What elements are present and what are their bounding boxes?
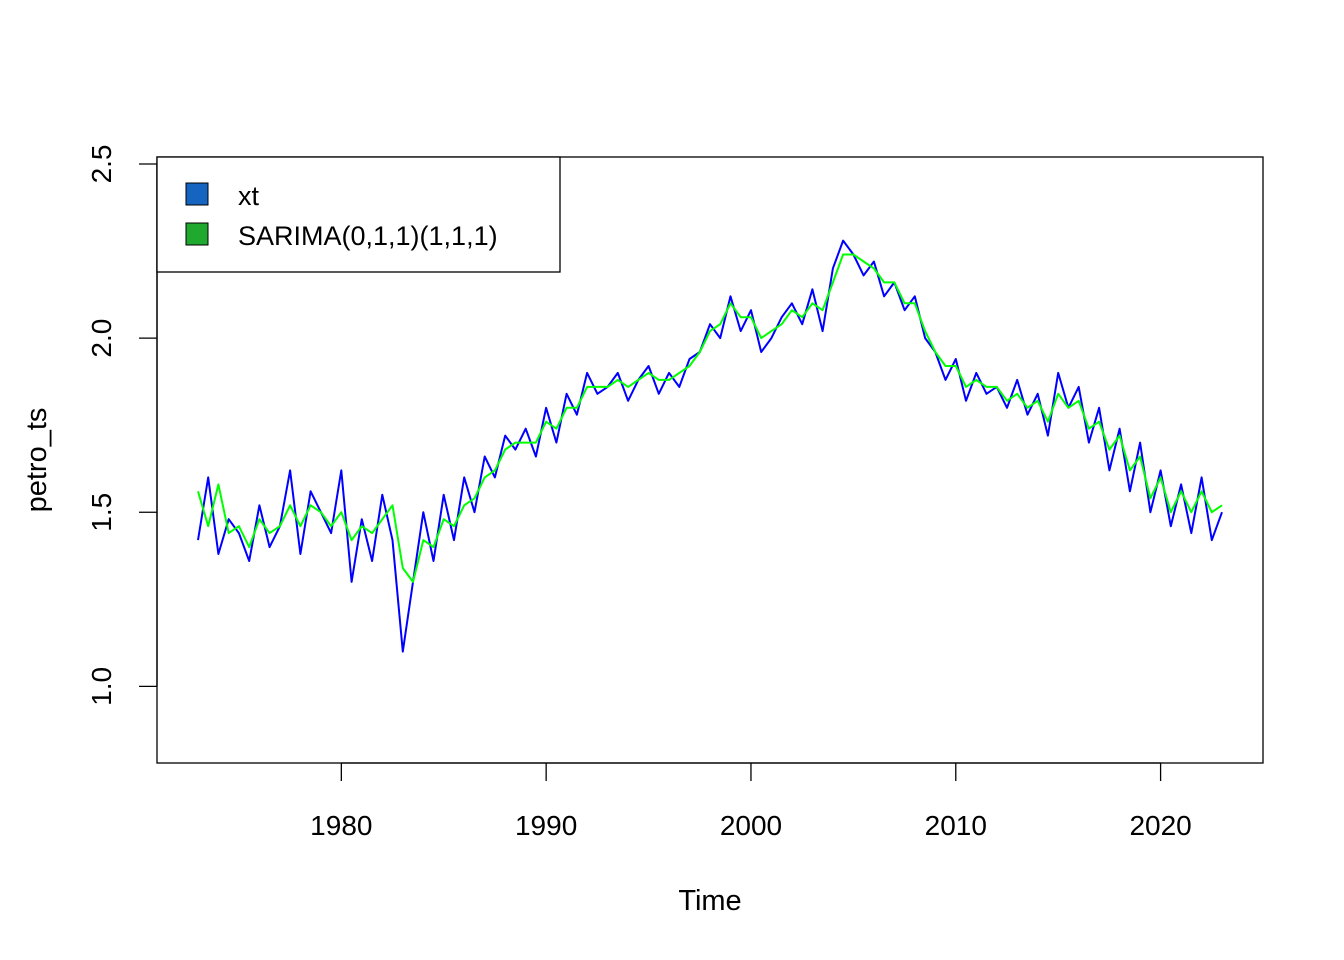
y-axis: 1.0 1.5 2.0 2.5 [86,144,158,706]
y-tick-label: 1.5 [86,493,117,532]
y-tick-label: 2.0 [86,319,117,358]
x-tick-label: 1990 [515,810,577,841]
x-tick-label: 2010 [925,810,987,841]
x-axis-title: Time [678,885,741,917]
y-axis-title: petro_ts [21,408,53,513]
x-axis: 1980 1990 2000 2010 2020 [310,762,1192,841]
y-tick-label: 2.5 [86,144,117,183]
x-tick-label: 2020 [1129,810,1191,841]
legend: xt SARIMA(0,1,1)(1,1,1) [156,156,561,273]
legend-swatch-sarima [185,222,209,246]
x-tick-label: 2000 [720,810,782,841]
y-tick-label: 1.0 [86,667,117,706]
series-line-sarima [197,253,1223,583]
legend-label-sarima: SARIMA(0,1,1)(1,1,1) [238,221,498,251]
x-tick-label: 1980 [310,810,372,841]
legend-box [156,156,561,273]
legend-label-xt: xt [238,181,260,211]
legend-swatch-xt [185,182,209,206]
series-layer [197,239,1223,653]
